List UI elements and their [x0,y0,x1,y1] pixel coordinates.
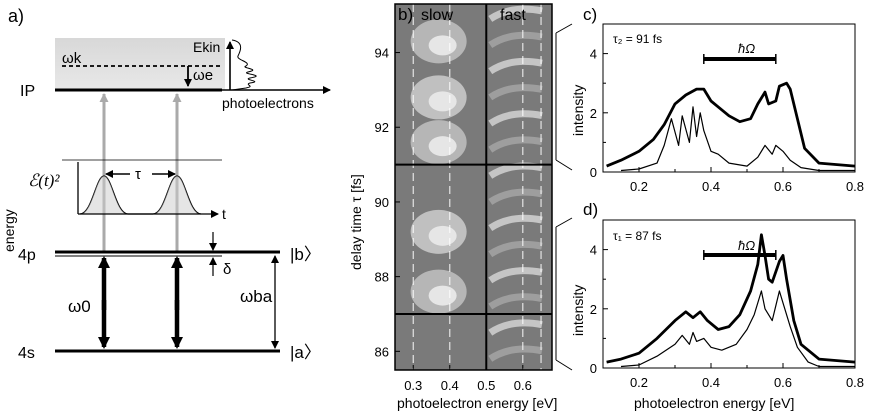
slow-blob-core [428,225,457,246]
x-tick-label: 0.6 [774,179,792,194]
fast-streak [488,162,543,179]
panel-d-tau: τ₁ = 87 fs [613,229,661,243]
panel-b-xlabel: photoelectron energy [eV] [397,395,557,411]
fast-streak [488,188,543,205]
slow-blob-core [428,91,457,112]
x-tick-label: 0.8 [846,375,864,390]
panel-a: a) IP ωk Ekin ωe photoelectrons t ℰ(t)² [1,6,331,362]
y-tick-label: 90 [375,195,389,210]
connector-d [555,217,573,371]
ket-b-label: |b〉 [290,245,321,264]
panel-c-hbar: ħΩ [738,41,755,56]
omega-k-label: ωk [62,50,82,67]
panel-b-axes: 86 88 90 92 94 0.3 0.4 0.5 0.6 [375,46,532,393]
ip-label: IP [20,83,35,100]
ekin-label: Ekin [193,39,220,55]
fast-streak [488,31,543,49]
omega-e-label: ωe [193,67,213,84]
level-4p-label: 4p [18,247,36,264]
heatmap-frame [394,3,553,371]
tau-label: τ [135,166,141,183]
fast-streak [488,136,543,153]
slow-blob-core [428,285,457,306]
x-tick-label: 0.4 [441,378,459,393]
x-tick-label: 0.8 [846,179,864,194]
heatmap-bg [395,4,552,370]
y-tick-label: 4 [590,243,597,258]
x-tick-label: 0.5 [477,378,495,393]
x-tick-label: 0.6 [774,375,792,390]
fast-streak [488,57,543,75]
fast-label: fast [500,7,526,24]
energy-axis-label: energy [1,209,17,252]
panel-c-ylabel: intensity [570,85,586,136]
level-4s-label: 4s [18,345,35,362]
fast-streak [488,293,543,310]
fast-streak [488,319,543,336]
x-tick-label: 0.2 [630,375,648,390]
y-tick-label: 4 [590,47,597,62]
fast-streak [488,84,543,101]
series-thin [620,106,855,172]
series-thin [620,290,855,368]
x-tick-label: 0.2 [630,179,648,194]
fast-streak [488,240,543,258]
t-label: t [222,206,226,222]
heatmap [395,4,552,370]
series-thick [606,81,856,168]
fast-streak [488,214,543,232]
fast-streak [488,5,543,22]
slow-blob-core [428,136,457,157]
delta-label: δ [223,261,231,278]
photoelectron-spectrum-sketch [231,39,257,91]
y-tick-label: 2 [590,302,597,317]
x-tick-label: 0.4 [702,179,720,194]
y-tick-label: 0 [590,165,597,180]
fast-streak [488,267,543,284]
panel-b-ylabel: delay time τ [fs] [348,174,364,270]
panel-d-hbar: ħΩ [738,238,755,253]
y-tick-label: 2 [590,106,597,121]
x-tick-label: 0.3 [404,378,422,393]
panel-d-ylabel: intensity [570,285,586,336]
fast-streak [488,110,543,127]
plot-frame [602,219,856,369]
series-thick [606,233,856,364]
panel-c-label: c) [583,5,597,24]
pulse-1-fill [80,176,128,214]
panel-d-label: d) [583,200,598,219]
panel-b-label: b) [398,5,413,24]
y-tick-label: 88 [375,270,389,285]
pulse-2-fill [153,176,201,214]
plot-frame [602,23,856,173]
y-tick-label: 86 [375,344,389,359]
fast-streak [488,345,543,362]
slow-blob-core [428,35,457,56]
ket-a-label: |a〉 [290,343,321,362]
omega-ba-label: ωba [240,287,273,306]
continuum-band [55,38,225,90]
slow-label: slow [421,7,453,24]
photoelectrons-label: photoelectrons [222,95,314,111]
panel-b: b) slow fast delay time τ [fs] photoelec… [348,3,557,411]
chart-d: 0 2 4 0.2 0.4 0.6 0.8 [590,219,864,390]
panel-c-tau: τ₂ = 91 fs [613,32,662,46]
panel-a-label: a) [8,6,24,26]
y-tick-label: 92 [375,120,389,135]
x-tick-label: 0.6 [514,378,532,393]
panel-d: d) τ₁ = 87 fs ħΩ intensity photoelectron… [570,200,864,411]
envelope-label: ℰ(t)² [28,171,60,190]
y-tick-label: 94 [375,46,389,61]
y-tick-label: 0 [590,361,597,376]
chart-c: 0 2 4 0.2 0.4 0.6 0.8 [590,23,864,194]
connector-c [555,23,573,171]
omega-0-label: ω0 [68,297,91,316]
panel-d-xlabel: photoelectron energy [eV] [634,395,794,411]
x-tick-label: 0.4 [702,375,720,390]
